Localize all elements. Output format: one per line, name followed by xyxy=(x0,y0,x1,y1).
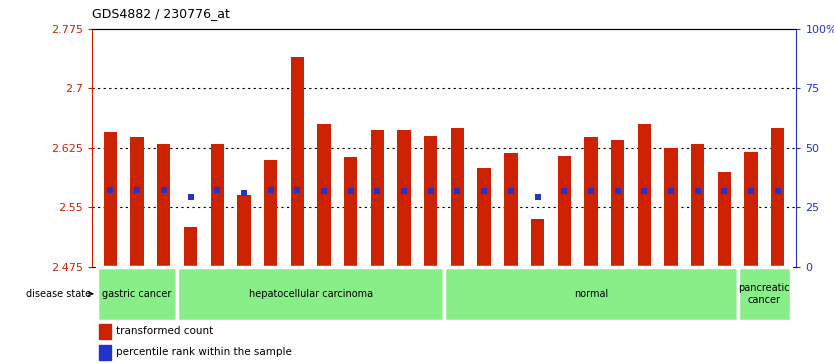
Point xyxy=(237,190,250,196)
Text: hepatocellular carcinoma: hepatocellular carcinoma xyxy=(249,289,373,299)
Point xyxy=(558,188,571,194)
Bar xyxy=(745,152,758,266)
Bar xyxy=(157,144,170,266)
Bar xyxy=(424,136,437,266)
Text: gastric cancer: gastric cancer xyxy=(103,289,172,299)
Bar xyxy=(585,138,598,266)
Bar xyxy=(611,140,625,266)
Point xyxy=(210,187,224,193)
Point xyxy=(611,188,625,194)
Bar xyxy=(317,124,330,266)
Text: transformed count: transformed count xyxy=(117,326,214,337)
Bar xyxy=(130,138,143,266)
Bar xyxy=(691,144,705,266)
Point xyxy=(370,188,384,194)
Bar xyxy=(531,219,545,266)
Point xyxy=(397,188,410,194)
Bar xyxy=(397,130,410,266)
Bar xyxy=(98,324,112,339)
Bar xyxy=(451,128,465,266)
Bar xyxy=(183,227,197,266)
Point xyxy=(317,188,330,194)
Bar xyxy=(210,144,224,266)
Bar xyxy=(478,168,491,266)
Point xyxy=(585,188,598,194)
FancyBboxPatch shape xyxy=(177,266,444,321)
Point xyxy=(665,188,678,194)
Bar xyxy=(103,132,117,266)
Point xyxy=(745,188,758,194)
Point xyxy=(157,187,170,193)
Point xyxy=(691,188,705,194)
Point xyxy=(183,194,197,200)
Text: percentile rank within the sample: percentile rank within the sample xyxy=(117,347,292,358)
Text: normal: normal xyxy=(574,289,608,299)
Point xyxy=(638,188,651,194)
Point xyxy=(531,194,545,200)
Point xyxy=(451,188,465,194)
Bar xyxy=(264,160,277,266)
FancyBboxPatch shape xyxy=(97,266,177,321)
Point xyxy=(718,188,731,194)
Bar xyxy=(290,57,304,266)
FancyBboxPatch shape xyxy=(444,266,738,321)
Text: disease state: disease state xyxy=(26,289,91,299)
Bar xyxy=(98,345,112,360)
Point xyxy=(103,187,117,193)
FancyBboxPatch shape xyxy=(738,266,791,321)
Bar xyxy=(638,124,651,266)
Text: pancreatic
cancer: pancreatic cancer xyxy=(739,283,791,305)
Bar xyxy=(718,172,731,266)
Bar xyxy=(505,153,518,266)
Text: GDS4882 / 230776_at: GDS4882 / 230776_at xyxy=(92,7,229,20)
Bar xyxy=(370,130,384,266)
Point xyxy=(478,188,491,194)
Point xyxy=(290,187,304,193)
Point xyxy=(424,188,437,194)
Point xyxy=(344,188,357,194)
Bar xyxy=(771,128,785,266)
Bar xyxy=(237,195,250,266)
Point xyxy=(505,188,518,194)
Point xyxy=(264,187,277,193)
Bar xyxy=(558,156,571,266)
Bar xyxy=(344,157,357,266)
Bar xyxy=(665,148,678,266)
Point xyxy=(130,187,143,193)
Point xyxy=(771,188,785,194)
